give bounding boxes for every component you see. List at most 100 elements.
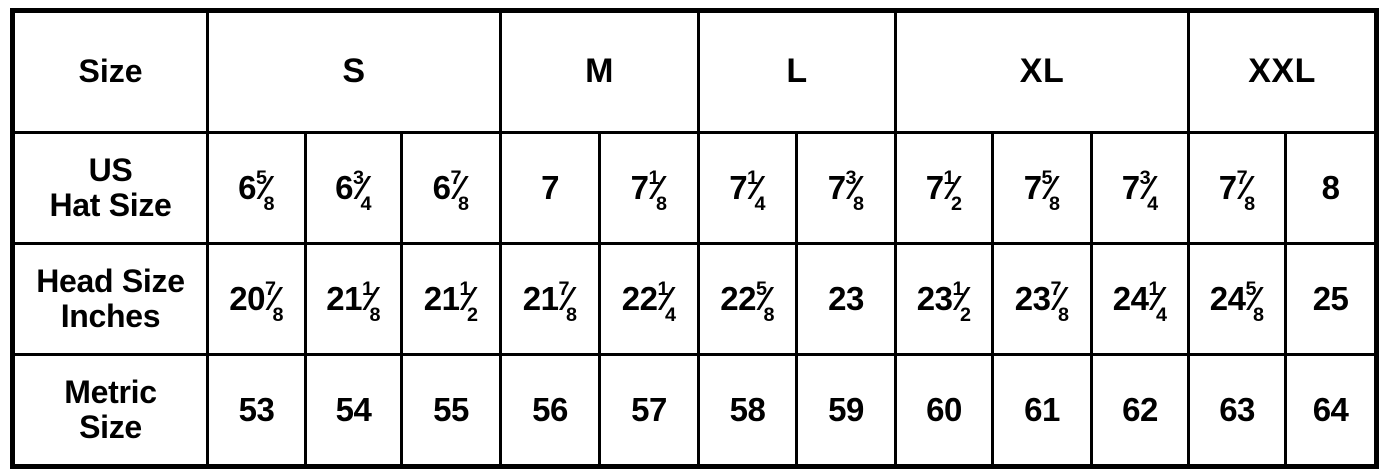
fraction-denominator: 8 — [565, 303, 577, 326]
cell-whole-number: 25 — [1312, 279, 1349, 317]
table-cell: 237⁄8 — [991, 242, 1094, 356]
fraction-slash-icon: ⁄ — [1243, 168, 1249, 206]
table-cell: 64 — [1284, 353, 1379, 468]
cell-fraction: 7⁄8 — [1236, 167, 1256, 214]
fraction-numerator: 7 — [450, 167, 462, 190]
cell-fraction: 1⁄4 — [1148, 278, 1167, 325]
row-label-line: Size — [79, 409, 142, 445]
fraction-denominator: 2 — [466, 303, 478, 326]
cell-whole-number: 21 — [326, 279, 362, 317]
row-label-line: Hat Size — [49, 187, 172, 223]
table-cell: 73⁄8 — [795, 131, 898, 245]
row-label-line: Inches — [60, 298, 161, 334]
cell-fraction: 1⁄2 — [459, 278, 478, 325]
table-cell: 211⁄2 — [400, 242, 502, 356]
fraction-slash-icon: ⁄ — [1146, 168, 1152, 206]
table-cell: 58 — [697, 353, 799, 468]
hat-size-chart-table: Size S M L XL XXL US Hat Size 65⁄8 63⁄4 67⁄8 7 71⁄8 7… — [10, 8, 1380, 469]
cell-whole-number: 23 — [828, 279, 864, 317]
table-cell: 53 — [206, 353, 307, 468]
row-label: Metric Size — [11, 353, 209, 468]
row-label: Head Size Inches — [11, 242, 209, 356]
cell-fraction: 7⁄8 — [450, 167, 470, 214]
table-cell: 71⁄2 — [894, 131, 995, 245]
fraction-denominator: 2 — [951, 192, 962, 215]
table-cell: 55 — [400, 353, 502, 468]
table-header-row: Size S M L XL XXL — [11, 9, 1379, 134]
cell-whole-number: 22 — [621, 279, 658, 317]
cell-fraction: 3⁄4 — [353, 167, 372, 214]
table-cell: 57 — [597, 353, 701, 468]
cell-fraction: 7⁄8 — [1050, 280, 1069, 325]
table-cell: 63 — [1187, 353, 1288, 468]
cell-fraction: 5⁄8 — [256, 167, 275, 214]
cell-fraction: 5⁄8 — [756, 280, 775, 325]
cell-fraction: 7⁄8 — [264, 278, 284, 325]
cell-whole-number: 7 — [541, 168, 559, 206]
row-label-line: Metric — [64, 373, 157, 410]
cell-whole-number: 63 — [1219, 390, 1255, 428]
cell-fraction: 3⁄8 — [846, 169, 865, 214]
fraction-numerator: 1 — [459, 278, 470, 301]
fraction-denominator: 8 — [1057, 303, 1069, 326]
fraction-numerator: 1 — [952, 278, 963, 301]
table-cell: 217⁄8 — [499, 242, 601, 356]
table-cell: 221⁄4 — [597, 242, 701, 356]
table-cell: 62 — [1090, 353, 1191, 468]
header-size-group-xl: XL — [894, 9, 1191, 134]
fraction-slash-icon: ⁄ — [457, 168, 463, 206]
fraction-slash-icon: ⁄ — [262, 168, 269, 206]
fraction-slash-icon: ⁄ — [664, 279, 670, 317]
fraction-denominator: 8 — [1253, 303, 1264, 326]
fraction-numerator: 1 — [747, 167, 758, 190]
fraction-numerator: 1 — [1148, 278, 1159, 301]
cell-whole-number: 60 — [926, 390, 962, 428]
fraction-numerator: 1 — [648, 167, 660, 190]
fraction-numerator: 7 — [558, 278, 569, 301]
cell-fraction: 5⁄8 — [1245, 278, 1265, 325]
fraction-numerator: 5 — [1245, 278, 1257, 301]
fraction-slash-icon: ⁄ — [466, 279, 472, 317]
fraction-denominator: 8 — [369, 303, 380, 326]
table-cell: 207⁄8 — [206, 242, 307, 356]
cell-whole-number: 55 — [433, 390, 469, 428]
fraction-numerator: 1 — [943, 167, 955, 190]
table-cell: 225⁄8 — [697, 242, 799, 356]
row-label-line: Head Size — [36, 262, 185, 299]
table-cell: 211⁄8 — [304, 242, 403, 356]
fraction-numerator: 7 — [264, 278, 276, 301]
table-cell: 245⁄8 — [1187, 242, 1288, 356]
size-chart-container: Size S M L XL XXL US Hat Size 65⁄8 63⁄4 67⁄8 7 71⁄8 7… — [10, 8, 1380, 469]
cell-whole-number: 20 — [229, 279, 265, 317]
cell-whole-number: 56 — [532, 390, 568, 428]
cell-whole-number: 6 — [432, 168, 451, 206]
fraction-denominator: 8 — [656, 192, 667, 215]
fraction-slash-icon: ⁄ — [368, 279, 375, 317]
table-cell: 73⁄4 — [1090, 131, 1191, 245]
fraction-numerator: 7 — [1236, 167, 1248, 190]
fraction-denominator: 8 — [458, 192, 469, 215]
fraction-numerator: 1 — [361, 278, 373, 301]
fraction-denominator: 4 — [1147, 192, 1158, 215]
table-cell: 71⁄4 — [697, 131, 799, 245]
cell-whole-number: 7 — [630, 168, 649, 206]
cell-fraction: 1⁄8 — [648, 167, 668, 214]
cell-whole-number: 7 — [1023, 168, 1042, 206]
cell-whole-number: 7 — [729, 168, 748, 206]
table-row: US Hat Size 65⁄8 63⁄4 67⁄8 7 71⁄8 71⁄4 73⁄8 71⁄2 7… — [11, 131, 1379, 245]
fraction-denominator: 2 — [959, 303, 971, 326]
fraction-slash-icon: ⁄ — [1155, 279, 1161, 317]
cell-whole-number: 59 — [828, 390, 864, 428]
fraction-slash-icon: ⁄ — [271, 279, 278, 317]
cell-fraction: 5⁄8 — [1041, 167, 1061, 214]
fraction-numerator: 5 — [1041, 167, 1053, 190]
cell-whole-number: 7 — [1121, 168, 1140, 206]
cell-whole-number: 6 — [335, 168, 354, 206]
fraction-numerator: 3 — [353, 167, 364, 190]
fraction-slash-icon: ⁄ — [565, 279, 571, 317]
cell-whole-number: 23 — [1014, 279, 1051, 317]
cell-whole-number: 58 — [729, 390, 766, 428]
fraction-numerator: 5 — [256, 167, 267, 190]
table-cell: 61 — [991, 353, 1094, 468]
cell-fraction: 1⁄2 — [952, 278, 971, 325]
